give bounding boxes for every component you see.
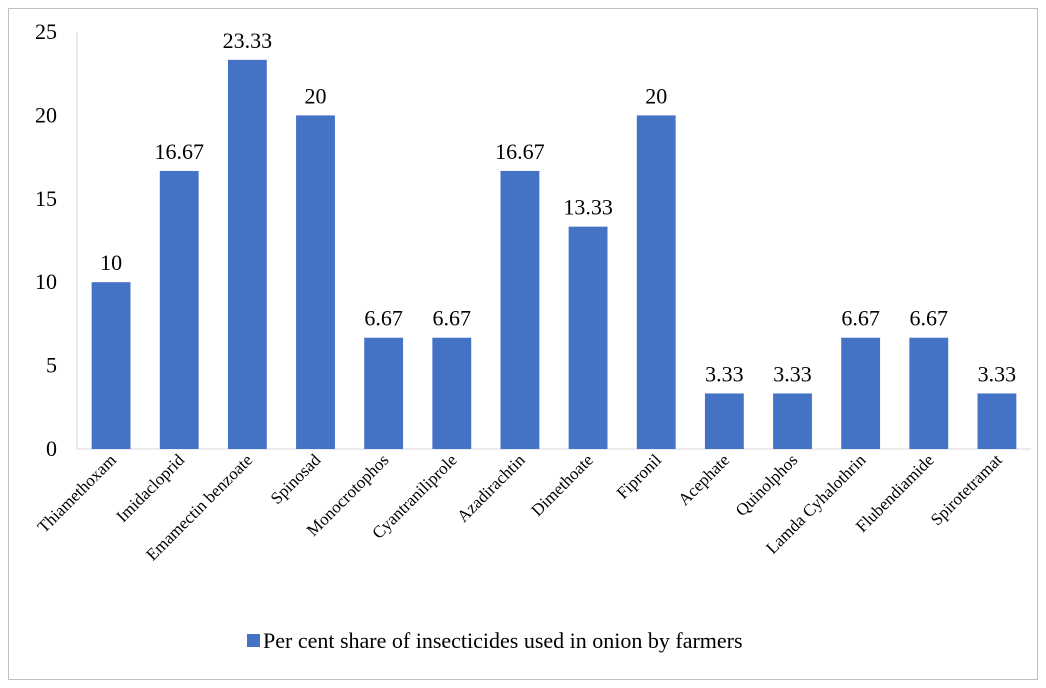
- data-label: 16.67: [154, 139, 204, 164]
- chart-frame: 0 5 10 15 20 25 10 16.67 23.33 20 6.67 6.67 16.67 13…: [8, 8, 1038, 680]
- bar: [364, 337, 404, 449]
- category-label: Spinosad: [267, 450, 325, 508]
- y-tick-label: 20: [35, 102, 57, 127]
- y-axis-ticks: 0 5 10 15 20 25: [35, 19, 57, 461]
- legend-swatch: [247, 634, 260, 647]
- bar: [159, 170, 199, 449]
- data-label: 6.67: [433, 306, 472, 331]
- category-label: Quinolphos: [732, 450, 802, 520]
- legend-label: Per cent share of insecticides used in o…: [263, 628, 743, 653]
- bar: [500, 170, 540, 449]
- data-labels-group: 10 16.67 23.33 20 6.67 6.67 16.67 13.33 20 3.33 3.…: [100, 28, 1016, 387]
- bar-chart: 0 5 10 15 20 25 10 16.67 23.33 20 6.67 6.67 16.67 13…: [34, 19, 1031, 653]
- bar: [977, 393, 1017, 449]
- data-label: 10: [100, 250, 122, 275]
- bar: [432, 337, 472, 449]
- category-label: Acephate: [674, 450, 733, 509]
- y-tick-label: 10: [35, 269, 57, 294]
- bar: [568, 226, 608, 449]
- data-label: 6.67: [841, 306, 880, 331]
- category-label: Spirotetramat: [927, 450, 1006, 529]
- category-label: Fipronil: [613, 450, 665, 502]
- bar: [704, 393, 744, 449]
- y-tick-label: 25: [35, 19, 57, 44]
- data-label: 23.33: [223, 28, 273, 53]
- data-label: 3.33: [705, 361, 744, 386]
- data-label: 6.67: [364, 306, 403, 331]
- category-label: Thiamethoxam: [34, 450, 120, 536]
- data-label: 6.67: [910, 306, 949, 331]
- bar: [91, 282, 131, 449]
- category-label: Imidacloprid: [113, 450, 189, 526]
- bar: [296, 115, 335, 450]
- bar: [773, 393, 812, 449]
- data-label: 3.33: [773, 361, 812, 386]
- data-label: 20: [305, 83, 327, 108]
- y-tick-label: 5: [46, 353, 57, 378]
- category-label: Dimethoate: [527, 450, 597, 520]
- data-label: 3.33: [978, 361, 1017, 386]
- y-tick-label: 0: [46, 436, 57, 461]
- legend: Per cent share of insecticides used in o…: [247, 628, 743, 653]
- data-label: 16.67: [495, 139, 545, 164]
- bar: [636, 115, 676, 450]
- bar: [909, 337, 949, 449]
- data-label: 13.33: [563, 195, 613, 220]
- data-label: 20: [645, 83, 667, 108]
- category-label: Azadirachtin: [453, 450, 529, 526]
- y-tick-label: 15: [35, 186, 57, 211]
- bar: [227, 59, 267, 450]
- bars-group: [91, 59, 1017, 450]
- bar: [841, 337, 881, 449]
